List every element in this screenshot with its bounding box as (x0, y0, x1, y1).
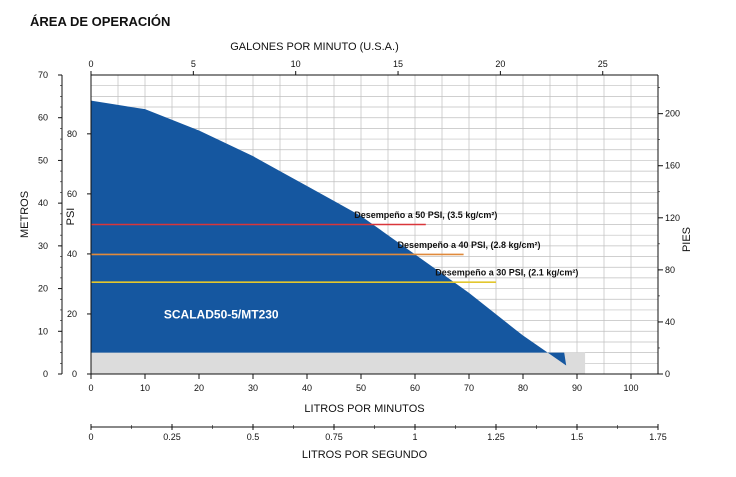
tick-label-metros: 10 (38, 326, 48, 336)
annotations: Desempeño a 50 PSI, (3.5 kg/cm²) Desempeñ… (354, 210, 578, 277)
tick-label-bottom: 40 (302, 383, 312, 393)
tick-label-bottom: 20 (194, 383, 204, 393)
pressure-lines (91, 223, 496, 283)
axis-title-top: GALONES POR MINUTO (U.S.A.) (230, 41, 399, 53)
performance-area-shape (91, 100, 567, 366)
tick-label-top: 10 (291, 59, 301, 69)
tick-label-metros: 30 (38, 241, 48, 251)
tick-label-lps: 0 (88, 432, 93, 442)
tick-label-pies: 200 (665, 109, 680, 119)
tick-label-psi: 0 (72, 369, 77, 379)
min-band (91, 352, 586, 374)
tick-label-metros: 70 (38, 70, 48, 80)
tick-label-bottom: 100 (623, 383, 638, 393)
axis-title-psi: PSI (65, 208, 77, 226)
axis-title-metros: METROS (19, 191, 31, 238)
tick-label-top: 25 (598, 59, 608, 69)
tick-label-lps: 0.75 (325, 432, 343, 442)
tick-label-lps: 0.25 (163, 432, 181, 442)
axis-title-lps: LITROS POR SEGUNDO (302, 449, 428, 461)
tick-label-metros: 20 (38, 284, 48, 294)
model-label: SCALAD50-5/MT230 (164, 307, 279, 321)
tick-label-top: 20 (495, 59, 505, 69)
tick-label-bottom: 50 (356, 383, 366, 393)
tick-label-psi: 60 (67, 189, 77, 199)
tick-label-top: 5 (191, 59, 196, 69)
tick-label-bottom: 70 (464, 383, 474, 393)
tick-label-pies: 0 (665, 369, 670, 379)
tick-label-bottom: 90 (572, 383, 582, 393)
tick-label-psi: 20 (67, 309, 77, 319)
min-band-rect (91, 352, 586, 374)
tick-label-metros: 50 (38, 155, 48, 165)
axis-title-bottom: LITROS POR MINUTOS (304, 403, 424, 415)
tick-label-psi: 80 (67, 129, 77, 139)
tick-label-lps: 1.25 (487, 432, 505, 442)
tick-label-lps: 0.5 (247, 432, 260, 442)
tick-label-pies: 40 (665, 317, 675, 327)
tick-label-lps: 1 (412, 432, 417, 442)
tick-label-psi: 40 (67, 249, 77, 259)
performance-area: SCALAD50-5/MT230 (91, 100, 567, 366)
tick-label-bottom: 0 (88, 383, 93, 393)
tick-label-bottom: 10 (140, 383, 150, 393)
tick-label-lps: 1.5 (571, 432, 584, 442)
tick-label-pies: 80 (665, 265, 675, 275)
tick-label-bottom: 80 (518, 383, 528, 393)
tick-label-bottom: 60 (410, 383, 420, 393)
pressure-label: Desempeño a 30 PSI, (2.1 kg/cm²) (435, 267, 578, 277)
tick-label-pies: 120 (665, 213, 680, 223)
tick-label-pies: 160 (665, 161, 680, 171)
pressure-label: Desempeño a 50 PSI, (3.5 kg/cm²) (354, 210, 497, 220)
tick-label-metros: 60 (38, 113, 48, 123)
axis-title-pies: PIES (681, 227, 693, 252)
tick-label-lps: 1.75 (649, 432, 667, 442)
tick-label-top: 0 (88, 59, 93, 69)
section-title: ÁREA DE OPERACIÓN (30, 14, 170, 29)
tick-label-metros: 0 (43, 369, 48, 379)
tick-label-metros: 40 (38, 198, 48, 208)
tick-label-bottom: 30 (248, 383, 258, 393)
pressure-label: Desempeño a 40 PSI, (2.8 kg/cm²) (397, 240, 540, 250)
tick-label-top: 15 (393, 59, 403, 69)
